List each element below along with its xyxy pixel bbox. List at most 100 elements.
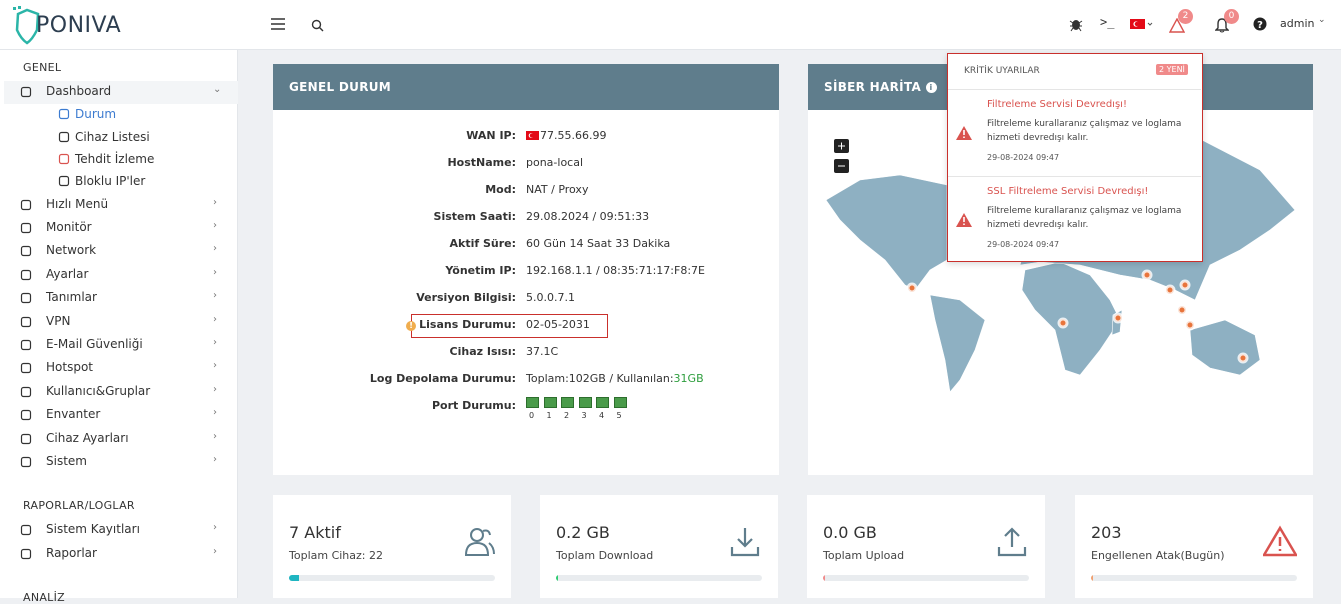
label-text: Cihaz Isısı: <box>449 345 516 358</box>
menu-item[interactable]: Sistem Kayıtları <box>46 522 140 537</box>
notification-icon[interactable] <box>1215 17 1229 33</box>
menu-item[interactable]: Ayarlar <box>46 266 89 281</box>
chevron: › <box>213 430 217 442</box>
stat-card: 0.2 GB Toplam Download <box>540 495 778 598</box>
debug-icon[interactable] <box>1069 16 1083 32</box>
menu-toggle[interactable] <box>270 17 286 31</box>
port-icon <box>561 397 574 408</box>
menu-icon <box>20 548 32 559</box>
search-button[interactable] <box>311 19 324 32</box>
row-value: 77.55.66.99 <box>526 129 606 142</box>
section-title: RAPORLAR/LOGLAR <box>23 499 135 513</box>
row-label: Versiyon Bilgisi: <box>416 291 516 304</box>
terminal-icon[interactable]: >_ <box>1100 15 1115 29</box>
stat-icon <box>730 528 760 557</box>
alert-title[interactable]: SSL Filtreleme Servisi Devredışı! <box>987 186 1149 197</box>
stat-label: Toplam Cihaz: 22 <box>289 549 383 562</box>
submenu-item[interactable]: Tehdit İzleme <box>75 152 155 166</box>
alerts-popup: KRİTİK UYARILAR 2 YENİ Filtreleme Servis… <box>947 53 1203 262</box>
progress-fill <box>556 575 558 581</box>
panel-title: GENEL DURUM <box>273 64 779 110</box>
menu-item[interactable]: Network <box>46 243 97 258</box>
label-text: Lisans Durumu: <box>419 318 516 331</box>
progress-bar <box>823 575 1029 581</box>
row-value: 5.0.0.7.1 <box>526 291 575 304</box>
user-chevron: ⌄ <box>1318 15 1326 25</box>
warning-icon[interactable] <box>1169 18 1185 33</box>
language-select[interactable] <box>1130 19 1154 31</box>
menu-item[interactable]: Cihaz Ayarları <box>46 430 129 445</box>
value-text: 60 Gün 14 Saat 33 Dakika <box>526 237 671 250</box>
menu-icon <box>20 525 32 536</box>
row-label: HostName: <box>447 156 516 169</box>
stat-icon <box>464 528 495 556</box>
help-icon[interactable]: ? <box>1253 17 1267 31</box>
row-value: 29.08.2024 / 09:51:33 <box>526 210 649 223</box>
chevron: › <box>213 545 217 557</box>
progress-fill <box>823 575 825 581</box>
logo-text: PONIVA <box>36 13 122 38</box>
alert-date: 29-08-2024 09:47 <box>987 240 1060 249</box>
warning-badge: 2 <box>1178 9 1193 24</box>
chevron: › <box>213 243 217 255</box>
menu-item[interactable]: Hızlı Menü <box>46 196 109 211</box>
menu-item[interactable]: E-Mail Güvenliği <box>46 337 143 351</box>
menu-item[interactable]: Envanter <box>46 407 101 422</box>
alert-date: 29-08-2024 09:47 <box>987 153 1060 162</box>
menu-item[interactable]: Sistem <box>46 454 87 468</box>
value-text: 5.0.0.7.1 <box>526 291 575 304</box>
stat-label: Engellenen Atak(Bugün) <box>1091 549 1225 562</box>
menu-item[interactable]: Hotspot <box>46 360 93 375</box>
port-icon <box>526 397 539 408</box>
menu-item[interactable]: Kullanıcı&Gruplar <box>46 383 151 398</box>
menu-item[interactable]: Tanımlar <box>46 290 97 305</box>
alert-title[interactable]: Filtreleme Servisi Devredışı! <box>987 99 1127 110</box>
menu-item[interactable]: Monitör <box>46 220 92 234</box>
menu-icon <box>20 269 32 280</box>
progress-bar <box>1091 575 1297 581</box>
label-text: Aktif Süre: <box>449 237 516 250</box>
port-number: 1 <box>546 411 552 420</box>
menu-item[interactable]: Raporlar <box>46 545 97 560</box>
alert-text: Filtreleme kurallaranız çalışmaz ve logl… <box>987 206 1182 230</box>
menu-icon <box>20 339 32 351</box>
row-value: Toplam:102GB / Kullanılan:31GB <box>526 372 704 385</box>
label-text: WAN IP: <box>466 129 516 142</box>
progress-bar <box>556 575 762 581</box>
chevron: › <box>213 360 217 372</box>
menu-item[interactable]: Dashboard <box>46 84 112 98</box>
stat-label: Toplam Download <box>556 549 654 562</box>
user-menu[interactable]: admin <box>1280 17 1315 30</box>
stat-icon <box>1263 525 1297 557</box>
row-label: Yönetim IP: <box>445 264 516 277</box>
label-text: HostName: <box>447 156 516 169</box>
chevron: › <box>213 383 217 395</box>
stat-value: 0.0 GB <box>823 523 877 542</box>
value-text: 77.55.66.99 <box>540 129 607 142</box>
stat-value: 203 <box>1091 523 1122 542</box>
notification-badge: 0 <box>1224 9 1239 24</box>
submenu-item[interactable]: Bloklu IP'ler <box>75 174 146 189</box>
alert-icon <box>956 213 972 227</box>
submenu-item[interactable]: Durum <box>75 107 117 122</box>
menu-icon <box>20 316 32 327</box>
port-icon <box>578 397 592 408</box>
progress-fill <box>1091 575 1093 581</box>
label-text: Port Durumu: <box>431 399 516 412</box>
menu-icon <box>20 246 32 257</box>
chevron: › <box>213 522 217 534</box>
label-text: Log Depolama Durumu: <box>369 372 516 385</box>
row-label: Sistem Saati: <box>434 210 516 223</box>
chevron: › <box>213 454 217 465</box>
menu-item[interactable]: VPN <box>46 313 71 328</box>
progress-fill <box>289 575 299 581</box>
menu-icon <box>20 363 32 374</box>
menu-icon <box>20 222 32 234</box>
port-icon <box>543 397 557 408</box>
submenu-item[interactable]: Cihaz Listesi <box>75 129 150 144</box>
value-text: pona-local <box>526 156 584 169</box>
menu-icon <box>58 176 70 187</box>
menu-icon <box>20 410 32 421</box>
stat-card: 203 Engellenen Atak(Bugün) <box>1075 495 1313 598</box>
